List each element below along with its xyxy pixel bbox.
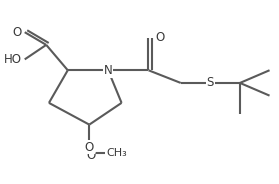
Text: O: O	[86, 149, 95, 162]
Text: S: S	[207, 76, 214, 89]
Text: N: N	[104, 64, 112, 77]
Text: HO: HO	[4, 53, 22, 66]
Text: O: O	[13, 26, 22, 39]
Text: O: O	[155, 31, 164, 44]
Text: CH₃: CH₃	[107, 148, 128, 158]
Text: O: O	[85, 141, 94, 154]
Text: CH₃: CH₃	[107, 151, 128, 160]
